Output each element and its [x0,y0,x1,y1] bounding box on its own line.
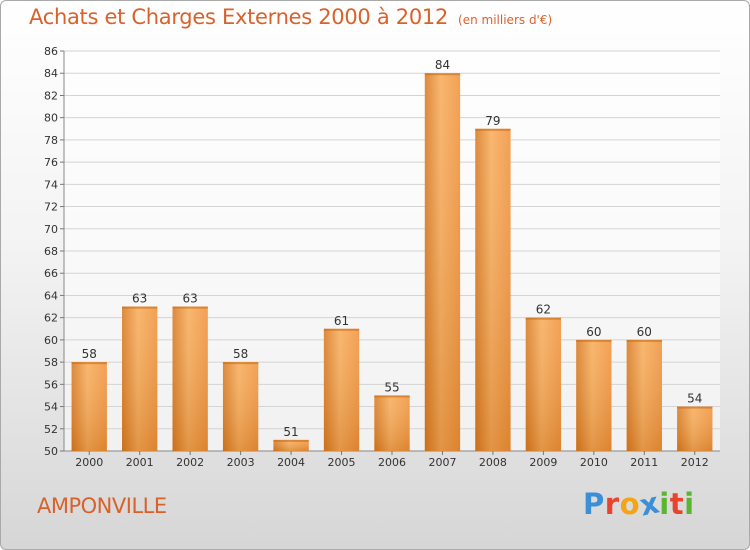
y-tick-label: 76 [44,156,58,169]
y-tick-label: 84 [44,67,58,80]
y-tick-label: 60 [44,334,58,347]
y-tick-label: 78 [44,134,58,147]
title-text: Achats et Charges Externes 2000 à 2012 [29,5,449,29]
bar-shade-2005 [323,328,360,451]
x-tick-label-2005: 2005 [328,456,356,469]
y-tick-label: 58 [44,356,58,369]
data-label-2010: 60 [586,325,601,339]
y-tick-label: 54 [44,401,58,414]
bar-shade-2006 [374,395,410,451]
data-label-2009: 62 [536,303,551,317]
y-tick-label: 64 [44,289,58,302]
y-tick-label: 50 [44,445,58,458]
bar-top-2008 [475,128,511,131]
bar-top-2012 [677,406,713,409]
x-tick-label-2006: 2006 [378,456,406,469]
bar-shade-2010 [576,339,612,451]
proxiti-logo: Proxiti [583,485,695,522]
x-tick-label-2000: 2000 [75,456,103,469]
bar-shade-2012 [677,406,713,451]
y-tick-label: 68 [44,245,58,258]
bar-top-2007 [424,73,461,76]
logo-letter: i [659,487,670,521]
y-tick-label: 52 [44,423,58,436]
commune-name: AMPONVILLE [37,494,167,518]
bar-top-2004 [273,439,309,442]
bar-top-2002 [172,306,208,309]
bar-shade-2002 [172,306,208,451]
x-tick-label-2002: 2002 [176,456,204,469]
bar-shade-2008 [475,128,511,451]
data-label-2002: 63 [183,292,198,306]
y-tick-label: 82 [44,89,58,102]
bar-shade-2011 [626,339,662,451]
x-tick-label-2007: 2007 [428,456,456,469]
data-label-2005: 61 [334,314,349,328]
x-tick-label-2001: 2001 [126,456,154,469]
bar-top-2001 [122,306,158,309]
logo-letter: P [583,487,605,521]
logo-letter: o [619,487,641,521]
x-tick-label-2003: 2003 [227,456,255,469]
x-tick-label-2004: 2004 [277,456,305,469]
y-tick-label: 66 [44,267,58,280]
bar-shade-2007 [424,73,461,451]
data-label-2003: 58 [233,347,248,361]
x-tick-label-2008: 2008 [479,456,507,469]
chart-title: Achats et Charges Externes 2000 à 2012 (e… [29,5,552,29]
x-tick-label-2010: 2010 [580,456,608,469]
data-label-2004: 51 [283,425,298,439]
data-label-2001: 63 [132,292,147,306]
bar-shade-2004 [273,439,309,451]
y-tick-label: 56 [44,378,58,391]
x-tick-label-2011: 2011 [630,456,658,469]
y-tick-label: 80 [44,112,58,125]
logo-letter: r [604,487,620,521]
y-tick-label: 72 [44,201,58,214]
bar-top-2000 [71,362,107,365]
bar-shade-2009 [525,317,562,451]
bar-shade-2000 [71,362,107,451]
bar-top-2003 [222,362,259,365]
data-label-2011: 60 [637,325,652,339]
bar-top-2009 [525,317,562,320]
y-tick-label: 86 [44,45,58,58]
data-label-2006: 55 [384,380,399,394]
logo-letter: t [669,487,685,521]
bar-top-2006 [374,395,410,398]
y-tick-label: 62 [44,312,58,325]
logo-letter: i [684,487,695,521]
x-tick-label-2012: 2012 [681,456,709,469]
bar-shade-2003 [222,362,259,451]
y-tick-label: 70 [44,223,58,236]
data-label-2012: 54 [687,392,702,406]
data-label-2000: 58 [82,347,97,361]
data-label-2008: 79 [485,114,500,128]
bar-top-2011 [626,339,662,342]
bar-top-2010 [576,339,612,342]
bar-shade-2001 [122,306,158,451]
data-label-2007: 84 [435,58,450,72]
y-tick-label: 74 [44,178,58,191]
title-unit: (en milliers d'€) [458,13,553,27]
bar-top-2005 [323,328,360,331]
x-tick-label-2009: 2009 [529,456,557,469]
